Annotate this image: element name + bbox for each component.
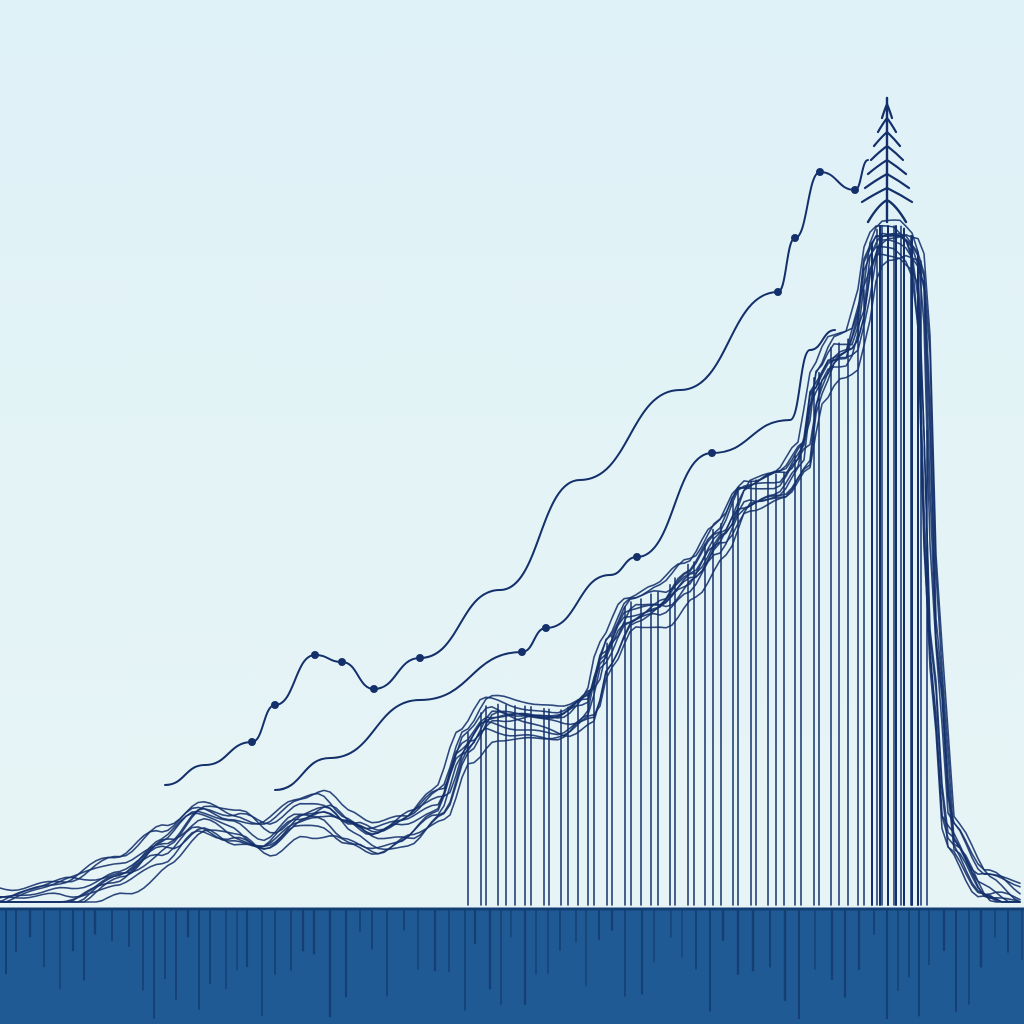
trend-dot <box>248 738 256 746</box>
wave-lines <box>0 219 1021 903</box>
wave-line <box>0 233 1021 903</box>
tree-branch <box>863 172 911 190</box>
trend-dot <box>338 658 346 666</box>
wave-line <box>0 254 1021 903</box>
tree-branch <box>880 102 894 120</box>
tree-branch <box>869 144 905 162</box>
wave-line <box>0 225 1021 898</box>
wave-line <box>0 245 1021 903</box>
tree-branch <box>872 130 902 148</box>
trend-dot <box>774 288 782 296</box>
trend-dot <box>708 449 716 457</box>
ground-drips <box>5 910 1023 1020</box>
trend-dot <box>311 651 319 659</box>
tree-branch <box>860 186 914 204</box>
wave-line <box>0 219 1021 892</box>
ground-band <box>0 908 1024 1024</box>
wave-line <box>0 253 1021 903</box>
trend-dot <box>416 654 424 662</box>
pine-tree-icon <box>860 96 914 224</box>
trend-dot <box>271 701 279 709</box>
trend-dot <box>633 553 641 561</box>
trend-dots <box>248 168 859 746</box>
trend-dot <box>518 648 526 656</box>
wave-line <box>0 232 1021 903</box>
trend-dot <box>816 168 824 176</box>
tree-branch <box>876 116 898 134</box>
tree-branch <box>866 158 908 176</box>
trend-line-lower <box>274 329 836 791</box>
trend-dot <box>851 186 859 194</box>
wave-line <box>0 238 1021 903</box>
trend-dot <box>370 685 378 693</box>
tree-base <box>866 198 908 224</box>
trend-dot <box>791 234 799 242</box>
trend-dot <box>542 624 550 632</box>
peak-lines <box>467 225 928 906</box>
